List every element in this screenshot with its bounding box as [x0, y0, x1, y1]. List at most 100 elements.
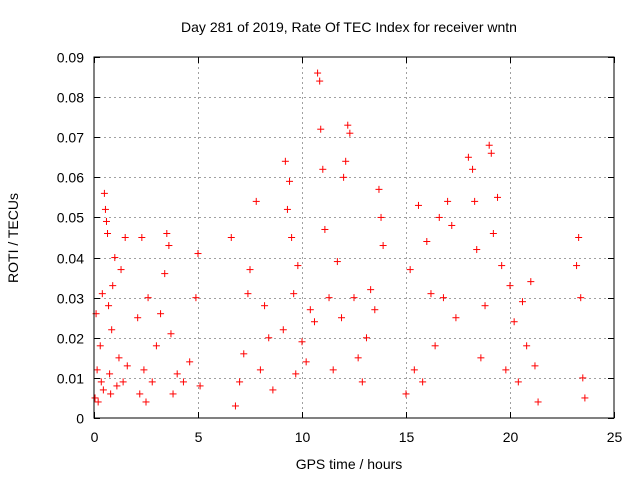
data-point: [581, 394, 589, 402]
data-point: [531, 362, 539, 370]
data-point: [240, 350, 248, 358]
data-point: [119, 378, 127, 386]
data-point: [523, 342, 531, 350]
y-tick-label: 0.06: [57, 170, 84, 186]
data-point: [279, 326, 287, 334]
data-point: [367, 286, 375, 294]
data-point: [94, 398, 102, 406]
data-point: [316, 77, 324, 85]
data-point: [469, 165, 477, 173]
data-point: [310, 318, 318, 326]
x-tick-label: 0: [91, 429, 99, 445]
data-point: [321, 225, 329, 233]
data-point: [157, 310, 165, 318]
data-point: [423, 238, 431, 246]
data-point: [473, 246, 481, 254]
data-point: [123, 362, 131, 370]
data-point: [106, 370, 114, 378]
data-point: [489, 229, 497, 237]
data-point: [431, 342, 439, 350]
data-point: [186, 358, 194, 366]
data-point: [104, 229, 112, 237]
data-point: [362, 334, 370, 342]
data-point: [294, 262, 302, 270]
data-point: [340, 173, 348, 181]
data-point: [152, 342, 160, 350]
data-point: [138, 234, 146, 241]
data-point: [134, 314, 142, 322]
data-point: [98, 290, 106, 298]
data-point: [121, 234, 129, 241]
data-point: [502, 366, 510, 374]
data-point: [292, 370, 300, 378]
data-point: [346, 129, 354, 137]
data-point: [379, 242, 387, 250]
data-point: [288, 234, 296, 241]
data-point: [406, 266, 414, 274]
data-point: [192, 294, 200, 302]
y-tick-label: 0.02: [57, 331, 84, 347]
data-point: [452, 314, 460, 322]
y-tick-label: 0.04: [57, 251, 84, 267]
data-point: [99, 386, 107, 394]
data-point: [477, 354, 485, 362]
data-point: [481, 302, 489, 310]
data-point: [136, 390, 144, 398]
data-point: [256, 366, 264, 374]
data-point: [102, 217, 110, 225]
data-point: [261, 302, 269, 310]
data-point: [286, 177, 294, 185]
data-point: [227, 234, 235, 241]
data-point: [534, 398, 542, 406]
data-point: [290, 290, 298, 298]
y-axis-label: ROTI / TECUs: [5, 193, 21, 283]
data-point: [163, 229, 171, 237]
y-tick-label: 0: [76, 411, 84, 427]
x-tick-label: 20: [503, 429, 519, 445]
data-point: [435, 213, 443, 221]
data-point: [115, 354, 123, 362]
data-point: [161, 270, 169, 278]
data-point: [402, 390, 410, 398]
data-point: [427, 290, 435, 298]
data-point: [464, 153, 472, 161]
grid-lines: [94, 57, 614, 418]
data-point: [96, 342, 104, 350]
data-point: [101, 205, 109, 213]
data-point: [414, 201, 422, 209]
data-point: [471, 197, 479, 205]
data-point: [487, 149, 495, 157]
data-point: [577, 294, 585, 302]
data-point: [344, 121, 352, 129]
data-point: [140, 366, 148, 374]
data-point: [111, 254, 119, 262]
data-point: [144, 294, 152, 302]
data-point: [142, 398, 150, 406]
data-point: [269, 386, 277, 394]
data-point: [506, 282, 514, 290]
x-tick-label: 5: [195, 429, 203, 445]
data-point: [107, 390, 115, 398]
data-point: [419, 378, 427, 386]
data-point: [236, 378, 244, 386]
data-point: [179, 378, 187, 386]
x-axis-label: GPS time / hours: [296, 456, 403, 472]
data-point: [306, 306, 314, 314]
y-tick-label: 0.05: [57, 210, 84, 226]
data-point: [375, 185, 383, 193]
data-point: [302, 358, 310, 366]
data-point: [371, 306, 379, 314]
data-point: [281, 157, 289, 165]
data-point: [573, 262, 581, 270]
x-axis-ticks: 0 5 10 15 20 25: [91, 57, 622, 445]
data-point: [165, 242, 173, 250]
data-point: [100, 189, 108, 197]
y-tick-label: 0.03: [57, 291, 84, 307]
data-point: [196, 382, 204, 390]
data-point: [169, 390, 177, 398]
data-point: [91, 394, 99, 402]
data-point: [575, 234, 583, 241]
data-point: [194, 250, 202, 258]
data-point: [354, 354, 362, 362]
